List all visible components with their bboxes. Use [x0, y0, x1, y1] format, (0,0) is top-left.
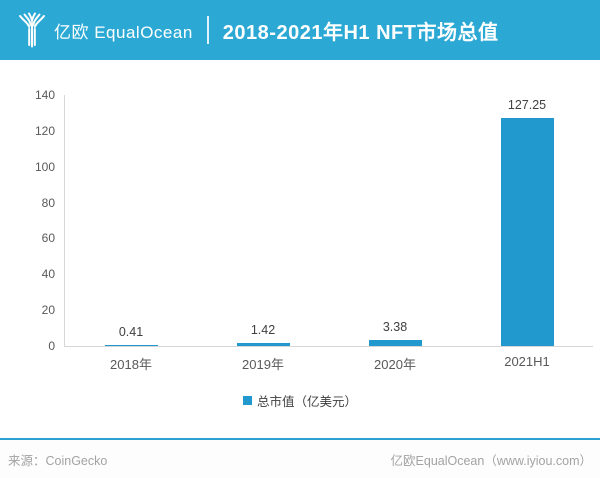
x-axis-category-label: 2018年	[110, 357, 152, 372]
x-axis-category-label: 2021H1	[504, 354, 550, 369]
y-axis-tick-label: 60	[41, 231, 55, 246]
bar-2018年	[104, 345, 158, 346]
bar-chart-plot-area: 0 20 40 60 80 100 120 140 0.41 2018年 1.42 2019年 3.38…	[35, 88, 593, 372]
source-credit: 来源：CoinGecko	[8, 453, 108, 468]
y-axis-tick-label: 80	[41, 195, 55, 210]
y-axis-tick-label: 100	[34, 159, 55, 174]
y-axis-tick-label: 140	[34, 88, 55, 102]
equalocean-logo-icon	[19, 12, 45, 48]
bar-value-label: 3.38	[382, 320, 408, 334]
y-axis-tick-label: 40	[41, 267, 55, 282]
chart-legend: 总市值（亿美元）	[0, 391, 600, 410]
legend-swatch	[242, 396, 252, 405]
header-divider	[206, 16, 209, 44]
y-axis-tick-label: 120	[34, 123, 55, 138]
bar-2021H1	[500, 118, 554, 346]
bar-2020年	[368, 340, 422, 346]
brand-credit: 亿欧EqualOcean（www.iyiou.com）	[390, 453, 592, 468]
bar-value-label: 127.25	[507, 98, 547, 112]
page-title: 2018-2021年H1 NFT市场总值	[222, 21, 499, 44]
x-axis-category-label: 2019年	[242, 357, 284, 372]
bar-value-label: 1.42	[250, 323, 276, 337]
bar-2019年	[236, 343, 290, 346]
x-axis-category-label: 2020年	[374, 357, 416, 372]
logo-text: 亿欧 EqualOcean	[54, 22, 193, 42]
bar-value-label: 0.41	[118, 325, 144, 339]
footer: 来源：CoinGecko 亿欧EqualOcean（www.iyiou.com）	[0, 438, 600, 478]
y-axis-tick-label: 0	[48, 339, 55, 353]
y-axis-tick-label: 20	[41, 303, 55, 318]
legend-label: 总市值（亿美元）	[256, 395, 357, 409]
header: 亿欧 EqualOcean 2018-2021年H1 NFT市场总值	[0, 0, 600, 60]
